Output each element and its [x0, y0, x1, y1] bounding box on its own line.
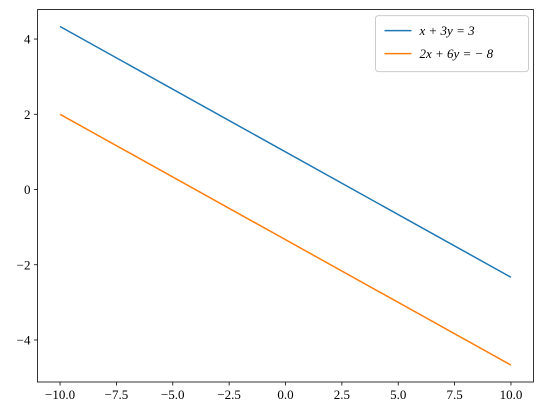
x-tick-label: 5.0 [390, 387, 406, 402]
x-tick-label: −5.0 [161, 387, 185, 402]
x-tick-label: 7.5 [446, 387, 462, 402]
y-tick-label: −4 [17, 332, 31, 347]
x-tick-label: −2.5 [217, 387, 241, 402]
series-line [59, 25, 512, 278]
x-tick-label: 2.5 [334, 387, 350, 402]
x-tick-label: −7.5 [105, 387, 129, 402]
y-tick-label: −2 [17, 257, 31, 272]
x-tick-label: 0.0 [277, 387, 293, 402]
y-tick-label: 0 [24, 182, 31, 197]
y-tick-label: 2 [24, 107, 31, 122]
series-line [59, 113, 512, 366]
legend-label: 2x + 6y = − 8 [420, 46, 494, 61]
y-tick-label: 4 [24, 32, 31, 47]
legend-label: x + 3y = 3 [419, 23, 476, 38]
x-tick-label: −10.0 [45, 387, 75, 402]
x-tick-label: 10.0 [500, 387, 523, 402]
legend-box [375, 15, 529, 73]
